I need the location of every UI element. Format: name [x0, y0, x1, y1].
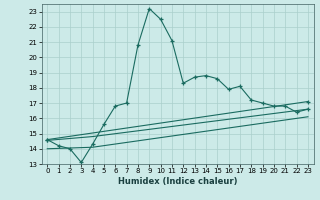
X-axis label: Humidex (Indice chaleur): Humidex (Indice chaleur): [118, 177, 237, 186]
